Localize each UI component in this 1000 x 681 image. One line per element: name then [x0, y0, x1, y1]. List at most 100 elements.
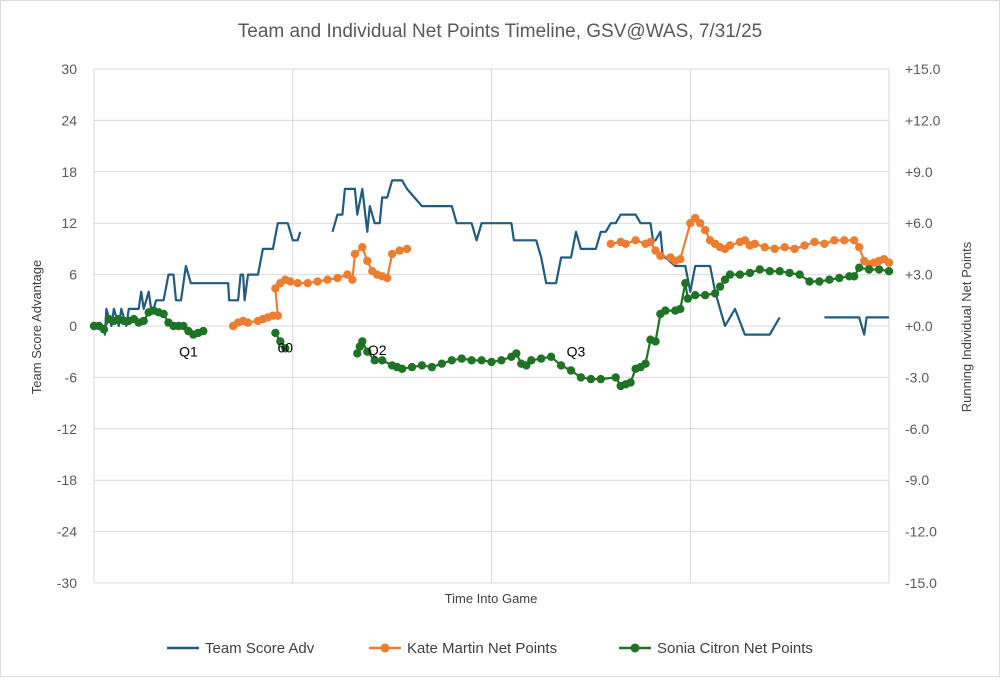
y-tick-label: -24	[57, 524, 77, 540]
sonia-citron-point	[546, 352, 556, 361]
kate-martin-point	[363, 256, 372, 266]
sonia-citron-point	[397, 364, 407, 373]
sonia-citron-point	[795, 270, 804, 279]
sonia-citron-point	[378, 356, 387, 365]
sonia-citron-point	[566, 366, 576, 375]
sonia-citron-point	[850, 272, 859, 281]
sonia-citron-point	[467, 356, 476, 365]
sonia-citron-point	[576, 373, 586, 382]
kate-martin-point	[383, 273, 392, 283]
chart-title: Team and Individual Net Points Timeline,…	[238, 21, 762, 42]
y2-tick-label: +6.0	[905, 215, 933, 231]
sonia-citron-point	[710, 289, 720, 298]
y2-axis-label: Running Individual Net Points	[959, 241, 974, 412]
kate-martin-point	[725, 241, 735, 250]
y2-tick-label: -12.0	[905, 524, 937, 540]
sonia-citron-point	[676, 304, 685, 314]
y-tick-label: -30	[57, 575, 77, 591]
y2-tick-label: -3.0	[905, 369, 929, 385]
y-tick-label: 6	[69, 267, 77, 283]
kate-martin-point	[820, 239, 829, 248]
sonia-citron-point	[725, 270, 735, 279]
kate-martin-point	[293, 279, 302, 288]
y-axis-label: Team Score Advantage	[29, 260, 44, 394]
sonia-citron-point	[139, 316, 148, 326]
legend: Team Score Adv Kate Martin Net Points So…	[167, 640, 813, 657]
kate-martin-point	[830, 236, 839, 245]
sonia-citron-point	[271, 328, 280, 338]
sonia-citron-point	[596, 374, 605, 384]
kate-martin-point	[790, 244, 799, 254]
sonia-citron-point	[683, 294, 692, 303]
kate-martin-point	[810, 237, 819, 247]
kate-martin-point	[323, 275, 332, 284]
y-tick-label: 0	[69, 318, 77, 334]
sonia-citron-point	[586, 374, 596, 384]
sonia-citron-point	[417, 361, 427, 370]
kate-martin-point	[855, 243, 864, 252]
kate-martin-point	[621, 239, 630, 248]
sonia-citron-point	[497, 356, 506, 365]
kate-martin-point	[243, 318, 253, 327]
y2-tick-label: +9.0	[905, 164, 933, 180]
kate-martin-point	[333, 273, 342, 283]
legend-label-sonia: Sonia Citron Net Points	[657, 640, 813, 657]
sonia-citron-point	[370, 356, 379, 365]
y2-tick-label: +3.0	[905, 267, 933, 283]
kate-martin-point	[701, 225, 710, 235]
sonia-citron-point	[874, 265, 884, 274]
legend-marker-kate	[380, 643, 390, 653]
legend-label-kate: Kate Martin Net Points	[407, 640, 557, 657]
y-tick-label: 12	[61, 215, 77, 231]
sonia-citron-series	[89, 263, 894, 391]
sonia-citron-point	[407, 362, 417, 372]
kate-martin-point	[676, 255, 685, 264]
kate-martin-point	[350, 249, 360, 259]
sonia-citron-point	[427, 362, 437, 372]
sonia-citron-point	[556, 361, 566, 370]
sonia-citron-point	[805, 277, 814, 286]
kate-martin-point	[303, 279, 312, 288]
kate-martin-point	[631, 236, 640, 245]
right-axis-ticks: +15.0 +12.0 +9.0 +6.0 +3.0 +0.0 -3.0 -6.0 -9.0 -1…	[905, 61, 941, 591]
sonia-citron-point	[99, 325, 109, 334]
legend-label-team: Team Score Adv	[205, 640, 315, 657]
kate-martin-point	[800, 241, 809, 250]
y2-tick-label: +0.0	[905, 318, 933, 334]
kate-martin-point	[760, 243, 769, 252]
annotations: Q1 60 Q2 Q3	[179, 339, 585, 359]
left-axis-ticks: 30 24 18 12 6 0 -6 -12 -18 -24 -30	[57, 61, 77, 591]
annotation-q2: Q2	[368, 342, 387, 358]
sonia-citron-point	[651, 337, 660, 346]
kate-martin-point	[646, 237, 655, 247]
y2-tick-label: -15.0	[905, 575, 937, 591]
sonia-citron-point	[363, 347, 372, 356]
sonia-citron-point	[825, 275, 834, 284]
kate-martin-point	[850, 236, 859, 245]
sonia-citron-point	[487, 357, 496, 367]
y2-tick-label: -9.0	[905, 472, 929, 488]
sonia-citron-point	[735, 270, 745, 279]
sonia-citron-point	[715, 282, 725, 291]
sonia-citron-point	[276, 337, 285, 346]
sonia-citron-point	[855, 263, 864, 272]
sonia-citron-point	[641, 359, 650, 368]
kate-martin-point	[286, 277, 295, 286]
legend-marker-sonia	[630, 643, 640, 653]
kate-martin-point	[884, 258, 894, 267]
sonia-citron-point	[626, 378, 635, 387]
y-tick-label: 18	[61, 164, 77, 180]
kate-martin-point	[402, 244, 412, 254]
kate-martin-point	[606, 239, 615, 248]
annotation-q1: Q1	[179, 344, 198, 360]
kate-martin-point	[273, 311, 282, 320]
sonia-citron-point	[745, 268, 755, 278]
y2-tick-label: -6.0	[905, 421, 929, 437]
sonia-citron-point	[681, 279, 690, 288]
kate-martin-point	[387, 249, 397, 259]
sonia-citron-point	[527, 356, 536, 365]
sonia-citron-point	[864, 265, 874, 274]
kate-martin-point	[740, 236, 750, 245]
sonia-citron-point	[765, 267, 774, 276]
